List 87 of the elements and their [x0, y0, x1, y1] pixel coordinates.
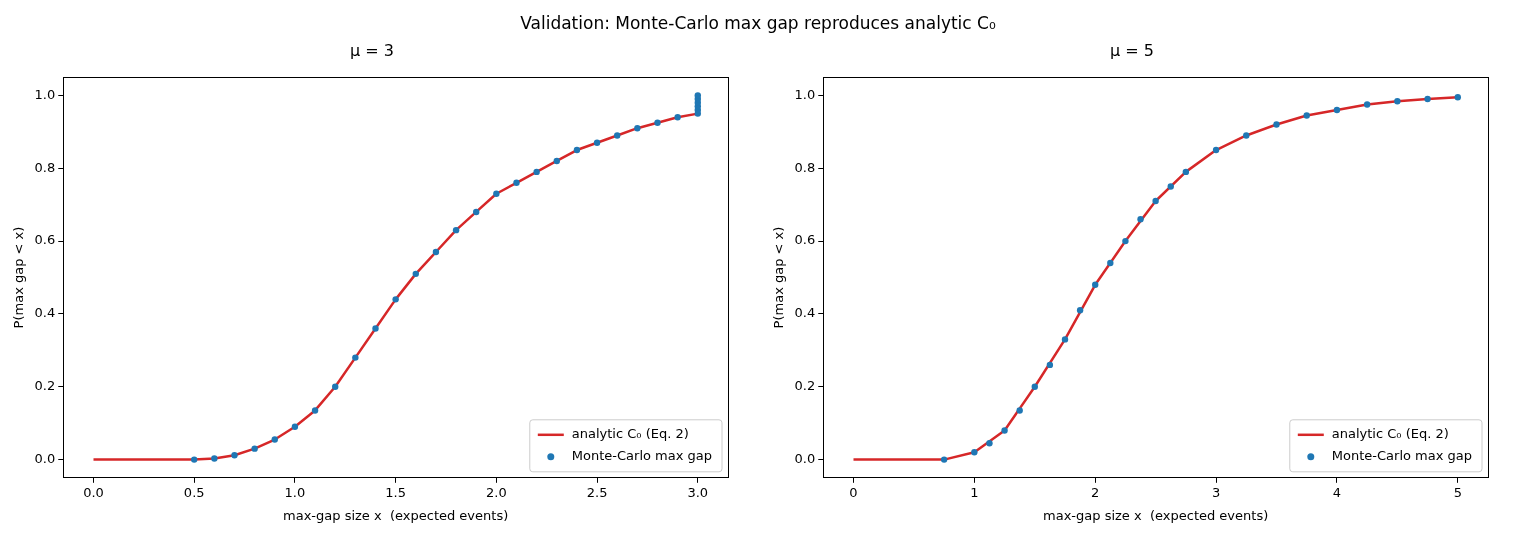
- point: [1424, 95, 1431, 103]
- point: [412, 270, 419, 278]
- point: [1394, 98, 1401, 105]
- point: [1303, 112, 1310, 119]
- point: [352, 354, 359, 361]
- x-tick-label: 1: [970, 484, 979, 500]
- y-tick-label: 0.2: [794, 378, 816, 394]
- point: [332, 383, 339, 390]
- point: [311, 407, 319, 414]
- point: [1031, 383, 1038, 390]
- point: [674, 114, 681, 121]
- point: [1454, 94, 1461, 101]
- x-tick-label: 0.0: [83, 484, 104, 500]
- x-tick-label: 4: [1332, 484, 1342, 500]
- point: [940, 456, 948, 463]
- x-tick-label: 0: [849, 484, 858, 500]
- point: [593, 139, 601, 146]
- x-tick-label: 5: [1453, 484, 1462, 500]
- point: [291, 423, 299, 431]
- y-tick-label: 0.4: [794, 305, 816, 321]
- point: [191, 456, 198, 463]
- point: [1167, 183, 1174, 190]
- point: [533, 168, 540, 176]
- point: [1137, 216, 1144, 223]
- point: [1122, 237, 1129, 245]
- point: [1152, 197, 1159, 205]
- x-tick-label: 0.5: [183, 484, 205, 500]
- point: [1061, 336, 1069, 343]
- y-tick-label: 0.2: [34, 378, 56, 394]
- y-tick-label: 0.6: [34, 232, 56, 248]
- point: [1076, 307, 1084, 314]
- x-tick-label: 2.5: [586, 484, 608, 500]
- x-tick-label: 1.5: [385, 484, 406, 500]
- point: [1182, 168, 1190, 176]
- x-tick-label: 2.0: [486, 484, 507, 500]
- y-tick-label: 0.6: [794, 232, 816, 248]
- y-tick-label: 0.8: [34, 159, 56, 175]
- y-tick-label: 1.0: [794, 86, 816, 102]
- y-tick-label: 0.8: [794, 159, 816, 175]
- point: [1363, 101, 1371, 108]
- point: [271, 436, 278, 443]
- point: [1001, 427, 1008, 434]
- point: [1333, 106, 1341, 114]
- chart-title: μ = 5: [1110, 40, 1154, 60]
- point: [1273, 121, 1280, 128]
- point: [654, 119, 661, 126]
- y-tick-label: 0.0: [34, 450, 56, 466]
- x-axis-title: max-gap size x (expected events): [283, 507, 509, 523]
- x-tick-label: 2: [1091, 484, 1100, 500]
- y-tick-label: 0.0: [794, 450, 816, 466]
- y-axis-title: P(max gap < x): [771, 226, 787, 329]
- text: Validation: Monte-Carlo max gap reproduces analytic C₀: [519, 12, 997, 35]
- point: [372, 325, 379, 332]
- y-tick-label: 1.0: [34, 86, 56, 102]
- x-tick-label: 3: [1211, 484, 1221, 500]
- point: [473, 208, 480, 216]
- point: [1092, 281, 1099, 288]
- y-tick-label: 0.4: [34, 305, 56, 321]
- point: [231, 452, 238, 459]
- legend-label: Monte-Carlo max gap: [1331, 448, 1473, 464]
- point: [634, 124, 641, 132]
- point: [573, 146, 581, 154]
- point: [553, 157, 560, 165]
- point: [452, 226, 460, 234]
- legend-label: Monte-Carlo max gap: [571, 448, 713, 464]
- point: [694, 92, 701, 99]
- legend-label: analytic C₀ (Eq. 2): [571, 426, 689, 442]
- point: [251, 445, 258, 452]
- point: [1243, 132, 1250, 139]
- point: [392, 296, 399, 303]
- point: [1016, 407, 1023, 414]
- point: [211, 455, 218, 462]
- point: [1046, 361, 1054, 369]
- x-axis-title: max-gap size x (expected events): [1043, 507, 1269, 523]
- point: [614, 132, 621, 139]
- x-tick-label: 3.0: [687, 484, 709, 500]
- chart-title: μ = 3: [350, 40, 394, 60]
- legend-label: analytic C₀ (Eq. 2): [1331, 426, 1449, 442]
- point: [432, 248, 440, 256]
- point: [493, 190, 500, 197]
- point: [986, 440, 993, 447]
- point: [971, 449, 978, 456]
- y-axis-title: P(max gap < x): [11, 226, 27, 329]
- point: [1107, 259, 1114, 267]
- point: [513, 179, 520, 187]
- x-tick-label: 1.0: [284, 484, 306, 500]
- point: [1212, 146, 1220, 154]
